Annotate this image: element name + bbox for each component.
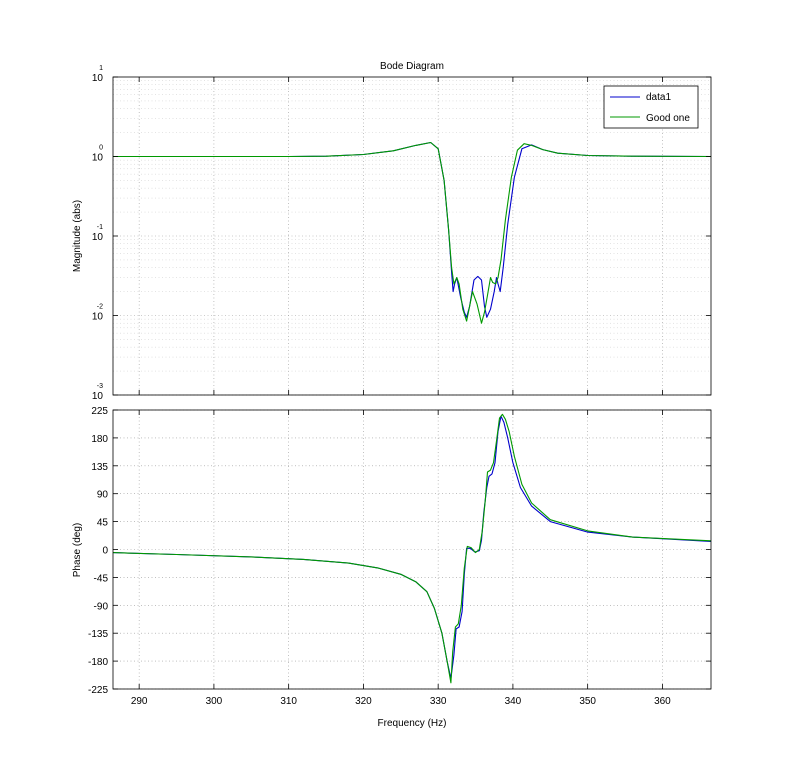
- phase-ytick-label: 0: [102, 546, 108, 557]
- magnitude-ytick-label: 10: [92, 73, 104, 84]
- magnitude-tick-marks: [113, 76, 711, 396]
- magnitude-plot-area: [113, 77, 711, 395]
- magnitude-ytick-exponent: -1: [97, 224, 103, 231]
- phase-tick-marks: [113, 409, 711, 690]
- phase-ytick-labels: 225 180 135 90 45 0 -45 -90 -135 -180 -225: [88, 406, 108, 696]
- frequency-tick-labels: 290 300 310 320 330 340 350 360: [131, 696, 671, 707]
- chart-title: Bode Diagram: [380, 61, 444, 72]
- magnitude-ylabel: Magnitude (abs): [72, 200, 83, 272]
- phase-ytick-label: 180: [91, 434, 108, 445]
- magnitude-ytick-exponent: -3: [97, 383, 103, 390]
- phase-ytick-label: -90: [94, 601, 109, 612]
- phase-ytick-label: 45: [97, 518, 109, 529]
- phase-ytick-label: -180: [88, 657, 108, 668]
- frequency-tick-label: 340: [505, 696, 522, 707]
- phase-axes: 225 180 135 90 45 0 -45 -90 -135 -180 -225 290 300 3…: [72, 406, 712, 729]
- phase-plot-area: [113, 410, 711, 689]
- magnitude-ytick-exponent: 1: [99, 65, 103, 72]
- legend-box: [603, 85, 699, 129]
- magnitude-line-good-one: [113, 141, 712, 324]
- magnitude-ytick-label: 10: [92, 391, 104, 402]
- phase-ytick-label: -225: [88, 685, 108, 696]
- phase-ytick-label: -135: [88, 629, 108, 640]
- phase-ytick-label: 90: [97, 490, 109, 501]
- magnitude-ytick-label: 10: [92, 232, 104, 243]
- legend-label-data1: data1: [646, 92, 671, 103]
- frequency-tick-label: 350: [579, 696, 596, 707]
- phase-grid: [113, 409, 711, 690]
- phase-series: [112, 413, 712, 684]
- frequency-tick-label: 360: [654, 696, 671, 707]
- legend[interactable]: data1 Good one: [603, 85, 699, 129]
- phase-ytick-label: -45: [94, 573, 109, 584]
- phase-ytick-label: 135: [91, 462, 108, 473]
- phase-line-good-one: [112, 413, 712, 684]
- frequency-tick-label: 320: [355, 696, 372, 707]
- phase-ytick-label: 225: [91, 406, 108, 417]
- magnitude-ytick-exponent: -2: [97, 304, 103, 311]
- magnitude-ytick-label: 10: [92, 312, 104, 323]
- magnitude-grid: [113, 77, 711, 396]
- magnitude-ytick-label: 10: [92, 153, 104, 164]
- frequency-tick-label: 310: [280, 696, 297, 707]
- frequency-tick-label: 290: [131, 696, 148, 707]
- legend-label-good-one: Good one: [646, 113, 690, 124]
- frequency-tick-label: 300: [206, 696, 223, 707]
- magnitude-ytick-exponent: 0: [99, 145, 103, 152]
- magnitude-series: [113, 141, 712, 324]
- frequency-tick-label: 330: [430, 696, 447, 707]
- frequency-xlabel: Frequency (Hz): [378, 718, 447, 729]
- phase-ylabel: Phase (deg): [72, 523, 83, 577]
